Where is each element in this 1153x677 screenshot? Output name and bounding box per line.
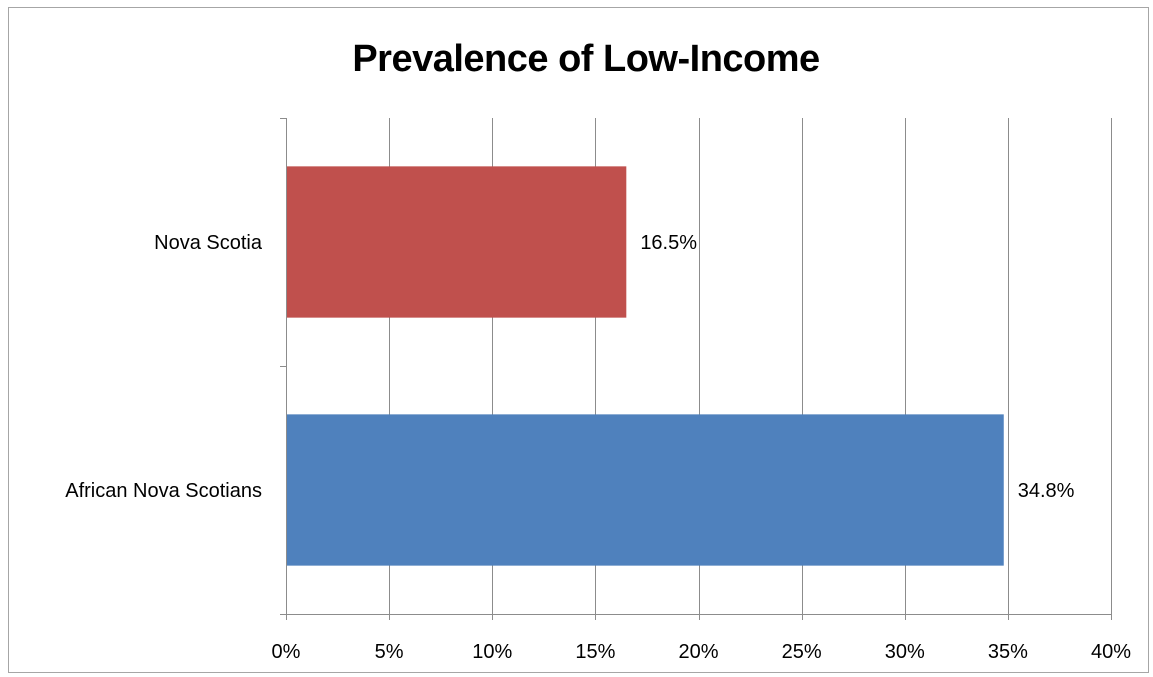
x-tick-label: 30% [885, 641, 925, 663]
x-tick-label: 0% [272, 641, 301, 663]
data-label: 16.5% [640, 232, 697, 254]
data-label: 34.8% [1018, 480, 1075, 502]
bar-nova-scotia [287, 166, 626, 317]
bar-african-nova-scotians [287, 414, 1004, 565]
x-tick-label: 15% [575, 641, 615, 663]
x-tick-label: 10% [472, 641, 512, 663]
x-tick-label: 20% [678, 641, 718, 663]
x-tick-label: 25% [782, 641, 822, 663]
category-label: African Nova Scotians [65, 480, 262, 502]
x-tick-label: 5% [375, 641, 404, 663]
category-label: Nova Scotia [154, 232, 263, 254]
x-tick-label: 35% [988, 641, 1028, 663]
x-tick-label: 40% [1091, 641, 1131, 663]
